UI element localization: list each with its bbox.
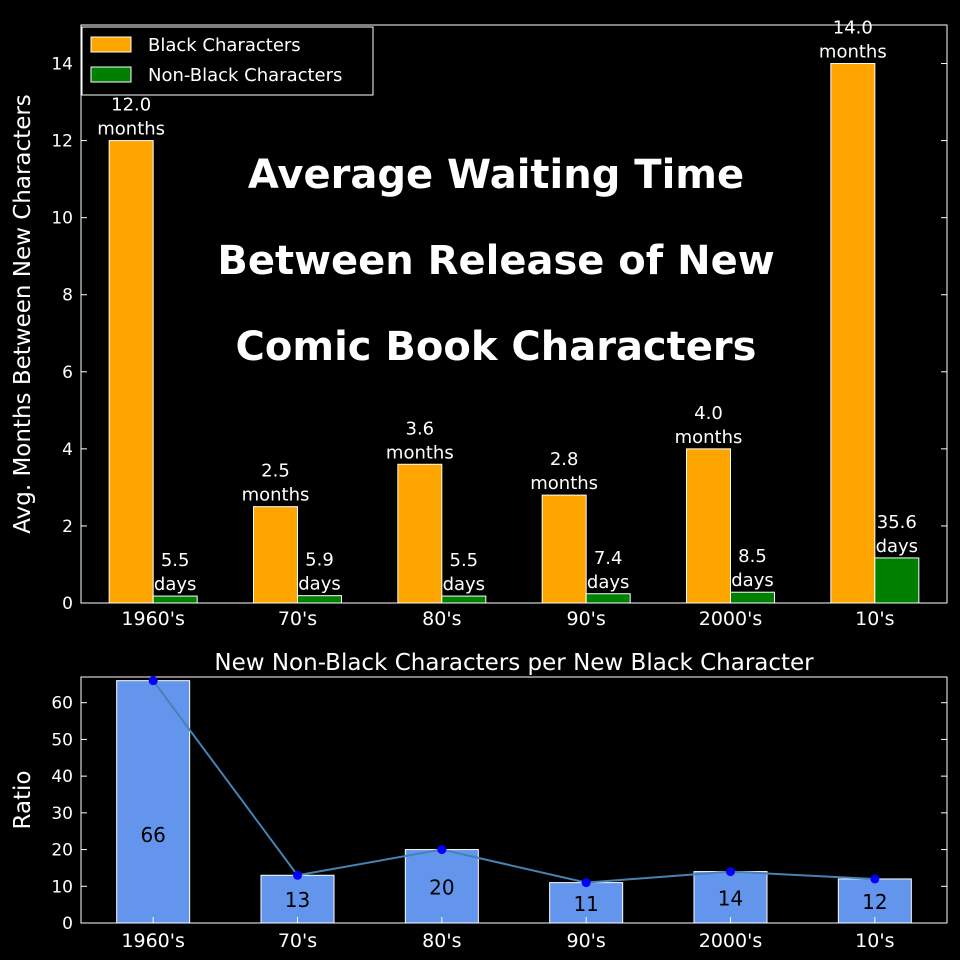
y-tick-label: 50 (51, 730, 73, 750)
x-tick-label: 1960's (121, 930, 184, 952)
x-tick-label: 2000's (699, 608, 762, 630)
data-label-unit: months (97, 119, 165, 140)
y-tick-label: 40 (51, 767, 73, 787)
x-tick-label: 90's (567, 608, 606, 630)
bar-ratio (116, 680, 191, 924)
y-tick-label: 14 (51, 55, 73, 75)
plot-area (80, 676, 948, 924)
data-label-value: 5.9 (305, 550, 334, 571)
waiting-time-bar-chart: 0 2 4 6 8 10 12 14 Avg. Months Between New Chara… (10, 18, 948, 630)
bar-non-black-characters (297, 595, 342, 604)
data-label-unit: months (819, 42, 887, 63)
bar-non-black-characters (874, 557, 920, 604)
data-label-unit: months (530, 473, 598, 494)
data-label: 12 (862, 890, 887, 914)
chart-title-line: Between Release of New (217, 238, 774, 284)
y-tick-label: 10 (51, 877, 73, 897)
chart-title: New Non-Black Characters per New Black C… (214, 650, 814, 676)
bar-non-black-characters (585, 593, 631, 604)
y-tick-label: 2 (62, 517, 73, 537)
data-label-value: 8.5 (738, 546, 767, 567)
ratio-line (152, 680, 875, 884)
data-label: 20 (429, 875, 454, 899)
bar-ratio (837, 878, 912, 924)
legend-box (81, 26, 374, 96)
data-label-unit: days (298, 574, 341, 595)
data-label-value: 14.0 (833, 18, 873, 39)
y-axis-label: Ratio (10, 770, 36, 829)
data-label-value: 2.5 (261, 461, 290, 482)
x-tick-label: 70's (278, 608, 317, 630)
x-tick-label: 80's (422, 608, 461, 630)
bar-black-characters (108, 140, 154, 604)
y-tick-label: 4 (62, 440, 73, 460)
legend: Black Characters Non-Black Characters (81, 26, 374, 96)
data-label-value: 5.5 (161, 550, 190, 571)
y-tick-label: 30 (51, 804, 73, 824)
x-tick-label: 10's (855, 930, 894, 952)
bar-ratio (693, 871, 768, 924)
x-tick-label: 2000's (699, 930, 762, 952)
data-label-value: 4.0 (694, 403, 723, 424)
y-tick-label: 20 (51, 841, 73, 861)
data-label-unit: days (731, 570, 774, 591)
y-tick-label: 0 (62, 914, 73, 934)
ratio-bar-chart: New Non-Black Characters per New Black C… (10, 650, 948, 952)
ratio-marker (870, 874, 880, 884)
data-label-value: 5.5 (450, 550, 479, 571)
legend-entry: Black Characters (148, 35, 301, 56)
ratio-marker (293, 870, 302, 880)
bar-black-characters (397, 463, 443, 604)
y-axis-label: Avg. Months Between New Characters (10, 94, 36, 534)
data-label-unit: days (443, 574, 486, 595)
y-tick-label: 12 (51, 132, 73, 152)
chart-title-line: Comic Book Characters (236, 324, 757, 370)
plot-area (80, 24, 948, 604)
bar-black-characters (686, 448, 731, 604)
bar-non-black-characters (441, 595, 487, 604)
ratio-marker (437, 845, 447, 855)
data-label: 11 (573, 892, 598, 916)
legend-swatch (90, 36, 132, 53)
data-label-value: 3.6 (406, 418, 435, 439)
bar-black-characters (253, 506, 298, 604)
y-tick-label: 10 (51, 209, 73, 229)
data-label-unit: months (386, 442, 454, 463)
data-label-unit: days (154, 574, 197, 595)
x-tick-label: 10's (855, 608, 894, 630)
x-tick-label: 1960's (121, 608, 184, 630)
data-label-value: 12.0 (111, 95, 151, 116)
data-label: 13 (285, 888, 310, 912)
data-label: 14 (718, 886, 743, 910)
y-tick-label: 60 (51, 694, 73, 714)
chart-title-line: Average Waiting Time (248, 152, 744, 198)
y-tick-label: 6 (62, 363, 73, 383)
bar-non-black-characters (152, 595, 198, 604)
bar-non-black-characters (730, 591, 775, 604)
data-label-unit: months (675, 427, 743, 448)
ratio-marker (726, 867, 735, 877)
legend-swatch (90, 66, 132, 83)
data-label-unit: days (587, 572, 630, 593)
data-label-value: 7.4 (594, 548, 623, 569)
x-tick-label: 80's (422, 930, 461, 952)
y-tick-label: 8 (62, 286, 73, 306)
y-tick-label: 0 (62, 594, 73, 614)
bar-black-characters (830, 63, 876, 604)
data-label: 66 (140, 823, 165, 847)
data-label-value: 35.6 (877, 512, 917, 533)
data-label-unit: days (876, 536, 919, 557)
data-label-unit: months (242, 485, 310, 506)
bar-black-characters (541, 494, 587, 604)
data-label-value: 2.8 (550, 449, 579, 470)
legend-entry: Non-Black Characters (148, 65, 342, 86)
ratio-marker (148, 676, 158, 686)
ratio-marker (581, 878, 591, 888)
x-tick-label: 90's (567, 930, 606, 952)
x-tick-label: 70's (278, 930, 317, 952)
